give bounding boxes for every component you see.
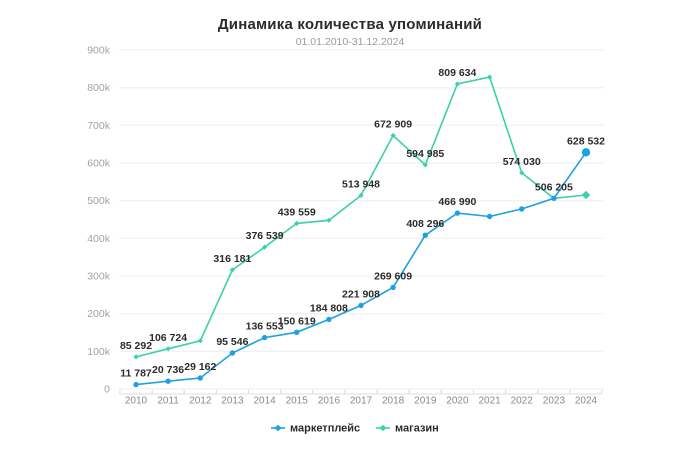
- svg-text:700k: 700k: [87, 120, 111, 132]
- svg-text:466 990: 466 990: [438, 196, 476, 208]
- svg-text:2010: 2010: [125, 396, 148, 407]
- svg-text:184 808: 184 808: [310, 302, 348, 314]
- svg-text:2013: 2013: [221, 396, 244, 407]
- svg-text:2011: 2011: [157, 396, 179, 407]
- svg-text:106 724: 106 724: [149, 332, 187, 344]
- svg-text:2019: 2019: [414, 396, 437, 407]
- svg-text:20 736: 20 736: [152, 364, 184, 376]
- svg-text:29 162: 29 162: [184, 361, 216, 373]
- svg-text:600k: 600k: [87, 158, 111, 170]
- svg-text:628 532: 628 532: [567, 135, 605, 147]
- svg-text:85 292: 85 292: [120, 340, 152, 352]
- svg-text:2014: 2014: [253, 396, 276, 407]
- svg-text:2021: 2021: [478, 396, 501, 407]
- svg-text:11 787: 11 787: [120, 368, 152, 380]
- svg-text:2020: 2020: [446, 396, 469, 407]
- svg-text:300k: 300k: [87, 271, 111, 283]
- svg-text:221 908: 221 908: [342, 288, 380, 300]
- svg-text:513 948: 513 948: [342, 178, 380, 190]
- svg-text:269 609: 269 609: [374, 270, 412, 282]
- svg-text:200k: 200k: [87, 308, 111, 320]
- svg-text:маркетплейс: маркетплейс: [290, 423, 360, 435]
- svg-text:2015: 2015: [286, 396, 309, 407]
- svg-text:574 030: 574 030: [503, 156, 541, 168]
- svg-text:2012: 2012: [189, 396, 212, 407]
- svg-text:672 909: 672 909: [374, 119, 412, 131]
- svg-text:2017: 2017: [350, 396, 373, 407]
- svg-text:500k: 500k: [87, 195, 111, 207]
- svg-text:2016: 2016: [318, 396, 341, 407]
- svg-text:316 181: 316 181: [213, 253, 251, 265]
- svg-text:809 634: 809 634: [438, 67, 476, 79]
- svg-text:100k: 100k: [87, 346, 111, 358]
- svg-text:2024: 2024: [575, 396, 598, 407]
- svg-text:506 205: 506 205: [535, 181, 573, 193]
- svg-text:594 985: 594 985: [406, 148, 444, 160]
- svg-text:376 539: 376 539: [246, 230, 284, 242]
- svg-text:2022: 2022: [511, 396, 534, 407]
- svg-text:2023: 2023: [543, 396, 566, 407]
- svg-text:0: 0: [104, 384, 110, 396]
- svg-text:400k: 400k: [87, 233, 111, 245]
- svg-text:магазин: магазин: [395, 423, 439, 435]
- svg-text:95 546: 95 546: [216, 336, 248, 348]
- svg-text:2018: 2018: [382, 396, 405, 407]
- svg-text:439 559: 439 559: [278, 206, 316, 218]
- svg-text:408 296: 408 296: [406, 218, 444, 230]
- svg-text:800k: 800k: [87, 82, 111, 94]
- svg-text:900k: 900k: [87, 45, 111, 57]
- svg-text:150 619: 150 619: [278, 315, 316, 327]
